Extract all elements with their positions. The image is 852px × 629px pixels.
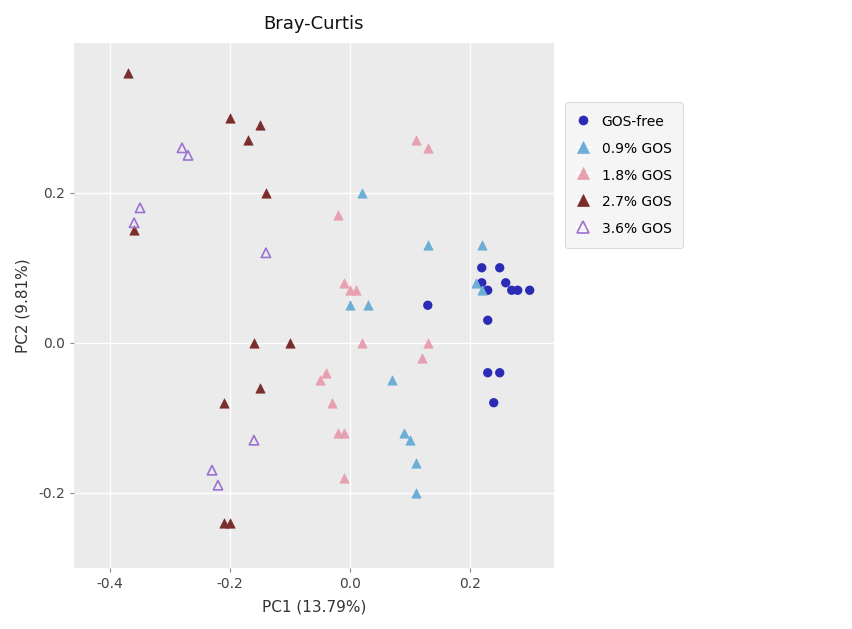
Point [343,300,356,310]
Point [343,285,356,295]
Point [498,278,512,288]
Point [384,375,398,385]
Point [408,135,422,145]
Point [408,458,422,468]
Point [313,375,326,385]
Point [475,285,488,295]
Point [241,135,255,145]
Point [486,398,500,408]
Point [217,518,231,528]
Point [175,143,188,153]
Point [319,368,332,378]
Point [337,472,350,482]
Point [331,210,344,220]
Point [223,113,237,123]
Point [181,150,194,160]
Point [510,285,524,295]
Point [259,188,273,198]
Point [283,338,296,348]
Legend: GOS-free, 0.9% GOS, 1.8% GOS, 2.7% GOS, 3.6% GOS: GOS-free, 0.9% GOS, 1.8% GOS, 2.7% GOS, … [565,103,682,248]
Point [492,263,506,273]
Point [253,382,267,392]
Point [331,428,344,438]
Point [469,278,482,288]
Point [348,285,362,295]
Point [492,368,506,378]
Point [127,225,141,235]
Point [414,353,428,363]
Point [402,435,416,445]
Point [421,143,435,153]
Point [475,278,488,288]
Point [337,428,350,438]
Point [481,285,494,295]
Point [121,68,135,78]
Point [127,218,141,228]
Point [223,518,237,528]
Point [475,240,488,250]
Point [421,338,435,348]
Point [325,398,338,408]
Point [253,120,267,130]
X-axis label: PC1 (13.79%): PC1 (13.79%) [262,599,366,614]
Title: Bray-Curtis: Bray-Curtis [263,15,364,33]
Y-axis label: PC2 (9.81%): PC2 (9.81%) [15,258,30,353]
Point [217,398,231,408]
Point [354,188,368,198]
Point [360,300,374,310]
Point [481,368,494,378]
Point [205,465,219,476]
Point [247,435,261,445]
Point [421,240,435,250]
Point [522,285,536,295]
Point [337,278,350,288]
Point [408,487,422,498]
Point [481,315,494,325]
Point [475,263,488,273]
Point [211,480,225,490]
Point [247,338,261,348]
Point [421,300,435,310]
Point [133,203,147,213]
Point [259,248,273,258]
Point [504,285,518,295]
Point [396,428,410,438]
Point [354,338,368,348]
